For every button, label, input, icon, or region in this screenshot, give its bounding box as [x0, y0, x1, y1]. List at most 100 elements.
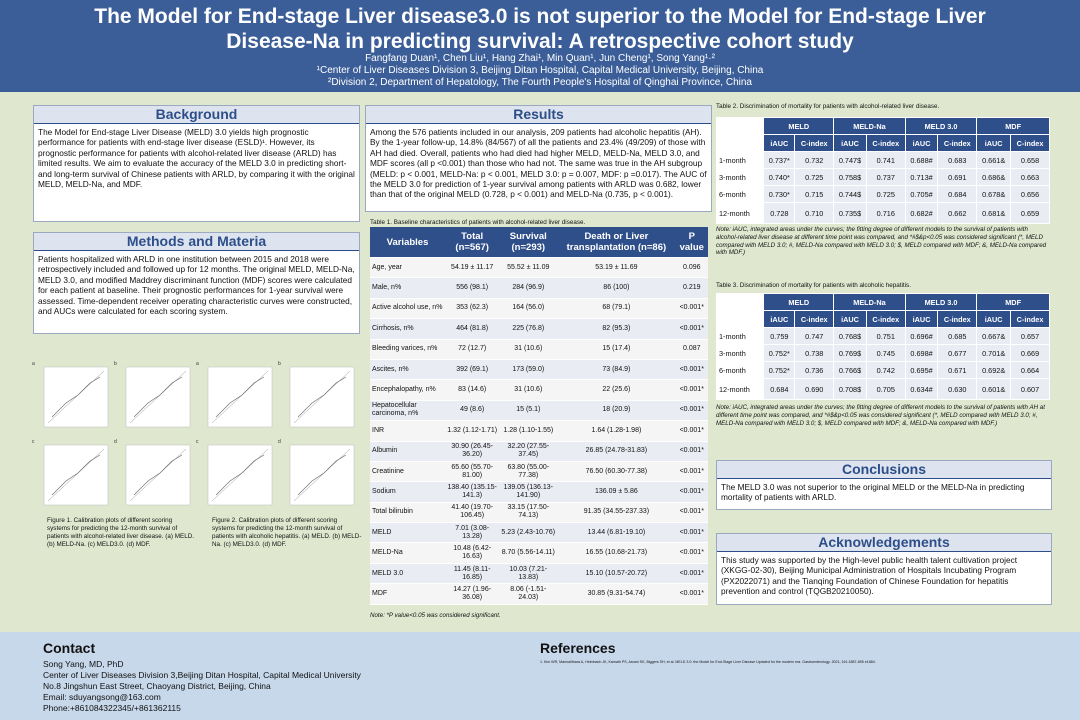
subcolumn-header: iAUC — [904, 310, 939, 328]
table-cell: 7.01 (3.08-13.28) — [445, 522, 500, 544]
table-cell: 0.691 — [937, 168, 978, 186]
table-cell: 0.087 — [675, 339, 708, 360]
table-cell: Male, n% — [370, 277, 446, 299]
table-cell: 65.60 (55.70-81.00) — [445, 461, 500, 483]
subcolumn-header: iAUC — [976, 310, 1012, 328]
table-cell: 91.35 (34.55-237.33) — [557, 502, 676, 524]
group-header: MELD — [763, 293, 835, 311]
table-cell: 0.737 — [865, 168, 906, 186]
table-cell: 12-month — [715, 202, 765, 224]
column-header: Variables — [370, 227, 446, 258]
panel-label: b — [278, 361, 281, 367]
table-cell: 6-month — [715, 361, 765, 379]
table: MELD MELD-Na MELD 3.0 MDF iAUC C-index iAUC C-i… — [715, 117, 1050, 224]
table-cell: 0.751 — [865, 327, 906, 345]
subcolumn-header: C-index — [794, 310, 835, 328]
table-cell: 13.44 (6.81-19.10) — [557, 522, 676, 544]
reference: 1. Kim WR, Mannalithara A, Heimbach JK, … — [540, 660, 876, 664]
table-row: 1-month 0.759 0.747 0.768$ 0.751 0.696# 0.685 0… — [715, 327, 1050, 345]
reference-diagonal — [129, 448, 187, 502]
table-cell: 26.85 (24.78-31.83) — [557, 441, 676, 462]
subcolumn-header: C-index — [865, 134, 906, 152]
calibration-figures: a b a b c d c d — [32, 361, 355, 506]
group-header: MELD 3.0 — [904, 293, 978, 311]
section-text: Patients hospitalized with ARLD in one i… — [38, 254, 355, 317]
table-cell: 138.40 (135.15-141.3) — [445, 481, 500, 503]
subcolumn-header: iAUC — [976, 134, 1012, 152]
group-header: MDF — [976, 293, 1050, 311]
table-row: Ascites, n% 392 (69.1) 173 (59.0) 73 (84.9)… — [370, 359, 708, 381]
reference-diagonal — [129, 370, 187, 424]
table-cell: 0.742 — [865, 361, 906, 379]
table-cell: Active alcohol use, n% — [370, 298, 446, 320]
table-note: Note: iAUC, integrated areas under the c… — [716, 404, 1045, 427]
calibration-curve — [133, 454, 183, 496]
table-cell: 10.48 (6.42-16.63) — [445, 542, 500, 564]
table-cell: 3-month — [715, 168, 765, 186]
panel-label: a — [32, 361, 35, 367]
affiliation: ¹Center of Liver Diseases Division 3, Be… — [316, 65, 764, 76]
table-row: MDF 14.27 (1.96-36.08) 8.06 (-1.51-24.03) 3… — [370, 583, 708, 605]
table-cell: 136.09 ± 5.86 — [557, 481, 676, 503]
table-cell: 0.747$ — [833, 151, 867, 169]
table-cell: <0.001* — [675, 522, 708, 544]
table-cell: 0.735$ — [833, 202, 867, 224]
table-cell: 0.696# — [904, 327, 939, 345]
title: The Model for End-stage Liver disease3.0… — [94, 5, 986, 53]
authors: Fangfang Duan¹, Chen Liu¹, Hang Zhai¹, M… — [365, 53, 715, 64]
subcolumn-header: iAUC — [833, 134, 867, 152]
table1-wrap: Variables Total (n=567) Survival (n=293) De… — [370, 227, 708, 605]
table2-wrap: MELD MELD-Na MELD 3.0 MDF iAUC C-index iAUC C-i… — [715, 117, 1050, 224]
reference-diagonal — [293, 370, 351, 424]
table-cell: 0.681& — [976, 202, 1012, 224]
table-cell: 33.15 (17.50-74.13) — [499, 502, 558, 524]
calibration-curve — [51, 454, 101, 496]
section-text: The Model for End-stage Liver Disease (M… — [38, 127, 355, 190]
table-cell: 54.19 ± 11.17 — [445, 257, 500, 279]
contact-lines: Song Yang, MD, PhD Center of Liver Diseas… — [43, 659, 361, 714]
table-cell: 1.28 (1.10-1.55) — [499, 420, 558, 442]
table-cell: 32.20 (27.55-37.45) — [499, 441, 558, 462]
blank-header — [715, 310, 765, 328]
table-cell: Total bilirubin — [370, 502, 446, 524]
table-cell: 392 (69.1) — [445, 359, 500, 381]
table-row: MELD-Na 10.48 (6.42-16.63) 8.70 (5.56-14.1… — [370, 542, 708, 564]
table-cell: 0.686& — [976, 168, 1012, 186]
table-cell: 0.737* — [763, 151, 796, 169]
table-cell: 3-month — [715, 344, 765, 362]
table-cell: 0.738 — [794, 344, 835, 362]
table-row: 6-month 0.730* 0.715 0.744$ 0.725 0.705# 0.684… — [715, 185, 1050, 203]
table-cell: <0.001* — [675, 318, 708, 340]
table-cell: Cirrhosis, n% — [370, 318, 446, 340]
table-cell: 0.736 — [794, 361, 835, 379]
table-cell: 63.80 (55.00-77.38) — [499, 461, 558, 483]
blank-header — [715, 293, 765, 311]
table-cell: 0.634# — [904, 378, 939, 400]
table-cell: <0.001* — [675, 481, 708, 503]
table-row: 3-month 0.740* 0.725 0.758$ 0.737 0.713# 0.691… — [715, 168, 1050, 186]
reference-diagonal — [293, 448, 351, 502]
table-cell: 15.10 (10.57-20.72) — [557, 563, 676, 585]
table-cell: 0.671 — [937, 361, 978, 379]
conclusions-box: Conclusions The MELD 3.0 was not superio… — [716, 460, 1052, 510]
table-cell: 0.656 — [1010, 185, 1050, 203]
table-cell: 0.728 — [763, 202, 796, 224]
table-cell: 0.710 — [794, 202, 835, 224]
group-header: MELD-Na — [833, 293, 906, 311]
table-cell: 0.607 — [1010, 378, 1050, 400]
affiliation: ²Division 2, Department of Hepatology, T… — [328, 77, 752, 88]
table-cell: 225 (76.8) — [499, 318, 558, 340]
table-cell: 6-month — [715, 185, 765, 203]
table-cell: 12-month — [715, 378, 765, 400]
calibration-curve — [215, 454, 265, 496]
table-cell: 0.219 — [675, 277, 708, 299]
table-cell: 0.744$ — [833, 185, 867, 203]
table-cell: 284 (96.9) — [499, 277, 558, 299]
table-cell: 0.688# — [904, 151, 939, 169]
table-cell: 0.682# — [904, 202, 939, 224]
table-note: Note: *P value<0.05 was considered signi… — [370, 612, 501, 619]
section-heading: Acknowledgements — [717, 534, 1051, 552]
table-cell: 0.752* — [763, 361, 796, 379]
table-cell: 0.690 — [794, 378, 835, 400]
subcolumn-header: C-index — [865, 310, 906, 328]
